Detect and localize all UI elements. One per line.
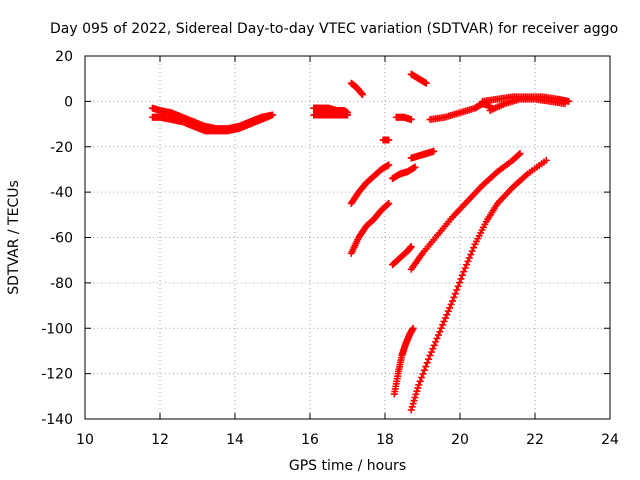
y-tick-label: -140 — [41, 412, 73, 428]
data-point — [447, 300, 455, 308]
data-point — [444, 307, 452, 315]
data-point — [432, 338, 440, 346]
x-tick-label: 10 — [76, 432, 94, 448]
series-arc-7 — [426, 100, 494, 124]
series-arc-12 — [407, 147, 438, 162]
series-arc-4 — [347, 79, 366, 99]
data-point — [446, 304, 454, 312]
data-point — [385, 199, 393, 207]
data-point — [429, 345, 437, 353]
x-tick-label: 24 — [601, 432, 619, 448]
data-point — [385, 161, 393, 169]
axis-ticks: 10 12 14 16 18 20 22 24 20 0 -20 -40 -60 -80 -100 -120 -… — [41, 49, 619, 448]
data-point — [427, 348, 435, 356]
data-point — [415, 381, 423, 389]
data-point — [384, 200, 392, 208]
data-point — [440, 317, 448, 325]
series-arc-17 — [407, 156, 550, 414]
data-point — [407, 116, 415, 124]
data-point — [443, 311, 451, 319]
data-point — [430, 147, 438, 155]
data-point — [423, 359, 431, 367]
series-arc-9 — [486, 95, 569, 114]
series-arc-6 — [392, 113, 415, 124]
y-tick-label: -60 — [50, 231, 73, 247]
data-point — [457, 275, 465, 283]
data-point — [460, 268, 468, 276]
data-point — [418, 374, 426, 382]
y-tick-label: -20 — [50, 140, 73, 156]
series-arc-16 — [407, 150, 524, 273]
data-point — [411, 163, 419, 171]
y-tick-label: -80 — [50, 276, 73, 292]
data-point — [433, 334, 441, 342]
data-point — [461, 264, 469, 272]
x-tick-label: 20 — [451, 432, 469, 448]
data-point — [359, 91, 366, 99]
data-point — [449, 297, 456, 305]
data-point — [468, 247, 476, 255]
y-tick-label: 20 — [55, 49, 73, 65]
data-point — [565, 97, 573, 105]
y-tick-label: -100 — [41, 321, 73, 337]
data-point — [516, 150, 524, 158]
x-tick-label: 14 — [226, 432, 244, 448]
data-point — [450, 293, 458, 301]
series-arc-13 — [347, 161, 393, 207]
data-point — [453, 286, 461, 294]
data-point — [515, 150, 523, 158]
y-tick-label: 0 — [64, 94, 73, 110]
data-point — [454, 282, 462, 290]
x-axis-label: GPS time / hours — [289, 458, 406, 474]
data-point — [439, 321, 447, 329]
data-point — [434, 331, 442, 339]
data-point — [416, 377, 424, 385]
x-tick-label: 22 — [526, 432, 544, 448]
data-point — [419, 370, 427, 378]
chart-title: Day 095 of 2022, Sidereal Day-to-day VTE… — [50, 21, 618, 37]
series-arc-3 — [310, 111, 351, 119]
y-tick-label: -40 — [50, 185, 73, 201]
y-axis-label: SDTVAR / TECUs — [6, 180, 22, 295]
data-point — [463, 261, 471, 269]
data-point — [420, 366, 428, 374]
data-point — [470, 244, 478, 252]
data-point — [441, 314, 449, 322]
data-point — [464, 257, 472, 265]
data-point — [458, 271, 466, 279]
data-point — [467, 251, 475, 259]
data-point — [409, 324, 417, 332]
data-point — [465, 254, 473, 262]
data-point — [542, 156, 550, 164]
x-tick-label: 16 — [301, 432, 319, 448]
x-tick-label: 12 — [151, 432, 169, 448]
series-arc-11 — [389, 163, 419, 183]
series-arc-1b — [149, 111, 276, 135]
data-marks — [149, 70, 573, 414]
data-point — [344, 111, 351, 119]
data-point — [269, 111, 276, 119]
data-point — [437, 324, 445, 332]
data-point — [561, 100, 569, 108]
series-arc-14 — [347, 199, 393, 257]
data-point — [451, 290, 459, 298]
series-arc-18 — [390, 324, 417, 398]
data-point — [385, 136, 393, 144]
y-tick-label: -120 — [41, 367, 73, 383]
series-arc-15 — [389, 243, 415, 269]
data-point — [422, 363, 430, 371]
data-point — [407, 243, 415, 251]
data-point — [425, 355, 433, 363]
data-point — [422, 79, 430, 87]
data-point — [426, 351, 434, 359]
data-point — [456, 279, 464, 287]
data-point — [430, 341, 438, 349]
data-point — [436, 328, 444, 336]
x-tick-label: 18 — [376, 432, 394, 448]
series-arc-5 — [407, 70, 430, 87]
series-arc-10 — [379, 136, 393, 144]
